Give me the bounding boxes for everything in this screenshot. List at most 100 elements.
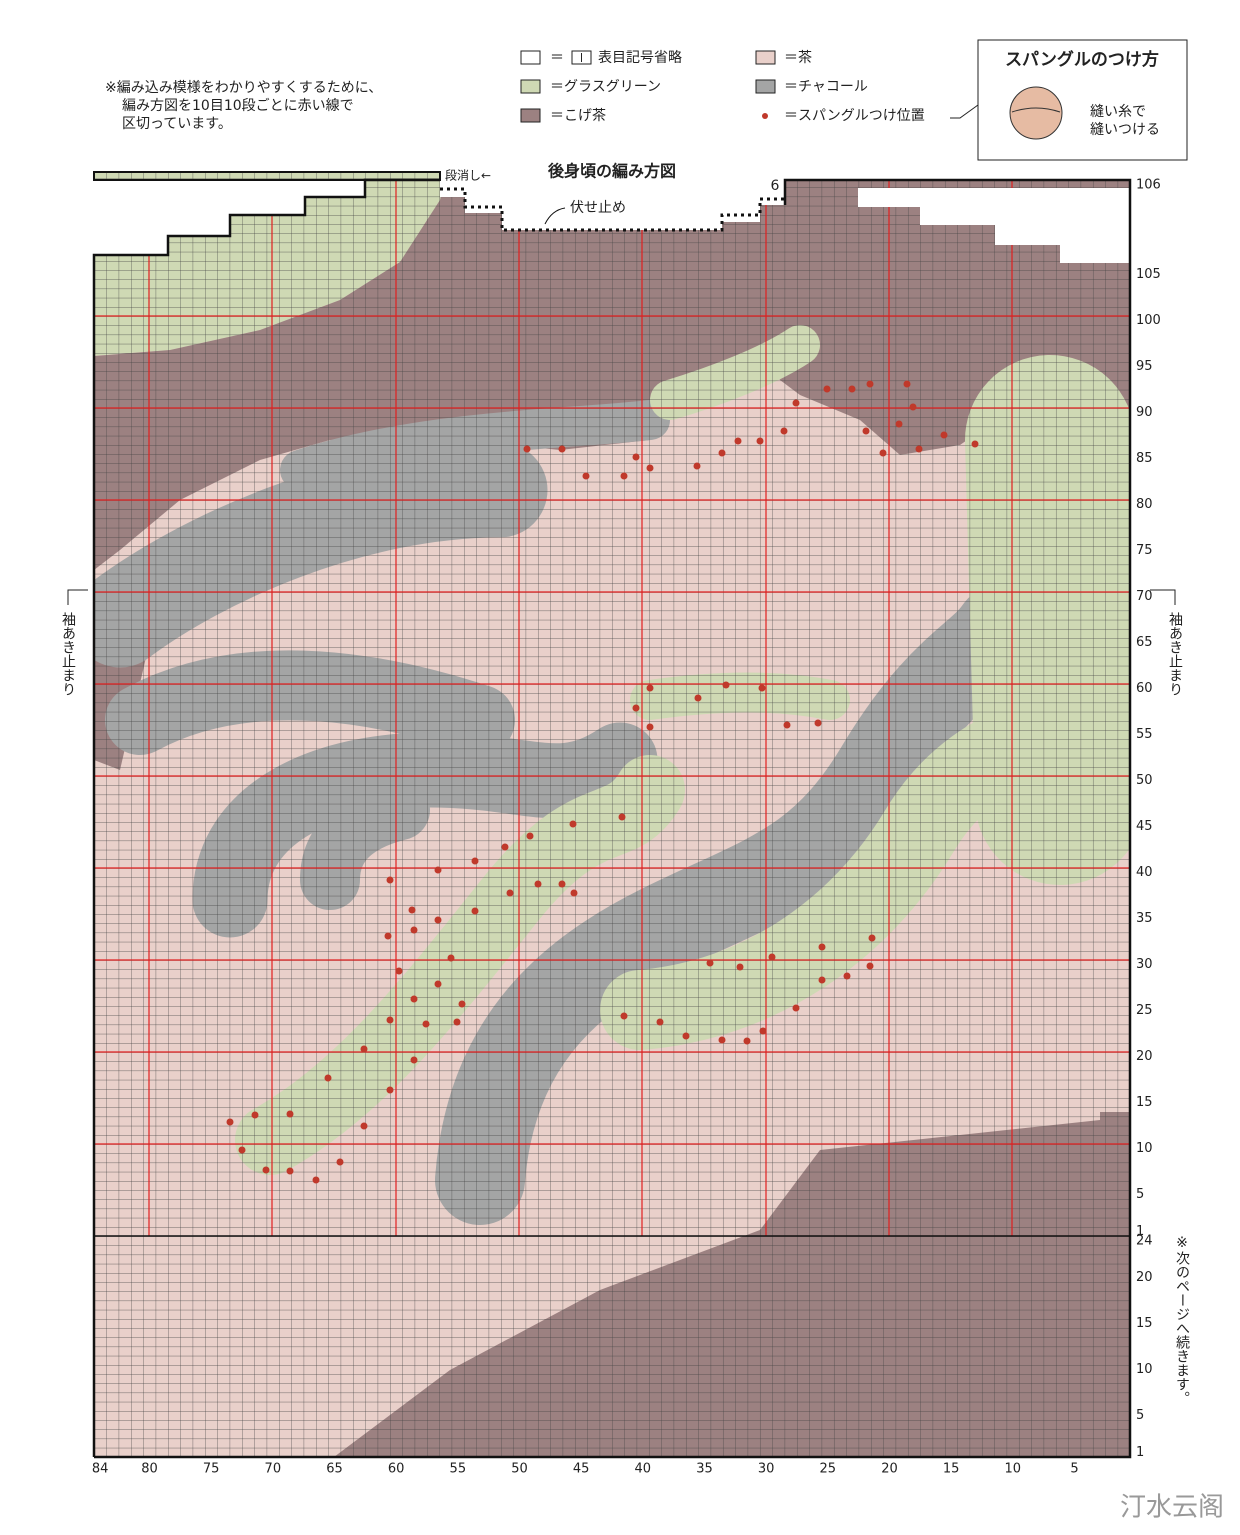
spangle-position (971, 440, 979, 448)
column-label: 5 (1070, 1462, 1078, 1477)
annotation: 6 (771, 178, 780, 194)
spangle-position (434, 866, 442, 874)
spangle-position (434, 916, 442, 924)
spangle-position (471, 907, 479, 915)
spangle-position (620, 1012, 628, 1020)
spangle-position (940, 431, 948, 439)
spangle-position (792, 1004, 800, 1012)
row-label: 75 (1136, 543, 1153, 558)
row-label: 30 (1136, 957, 1153, 972)
column-label: 20 (881, 1462, 898, 1477)
rib-row-label: 20 (1136, 1270, 1153, 1285)
spangle-position (534, 880, 542, 888)
legend-label: ＝スパングルつけ位置 (784, 108, 925, 124)
spangle-position (238, 1146, 246, 1154)
row-label: 55 (1136, 727, 1153, 742)
spangle-icon (1009, 86, 1063, 140)
spangle-position (523, 445, 531, 453)
spangle-position (646, 464, 654, 472)
spangle-position (823, 385, 831, 393)
column-label: 75 (203, 1462, 220, 1477)
spangle-position (843, 972, 851, 980)
spangle-position (447, 954, 455, 962)
rib-row-label: 5 (1136, 1408, 1144, 1423)
spangle-position (758, 684, 766, 692)
inset-text: 縫い糸で (1090, 104, 1146, 120)
column-label: 45 (573, 1462, 590, 1477)
spangle-position (570, 889, 578, 897)
spangle-position (759, 1027, 767, 1035)
spangle-position (410, 926, 418, 934)
rib-row-label: 1 (1136, 1445, 1144, 1460)
spangle-position (632, 453, 640, 461)
annotation: 伏せ止め (570, 200, 626, 216)
spangle-position (384, 932, 392, 940)
legend-swatch (520, 79, 541, 94)
spangle-position (410, 1056, 418, 1064)
inset-box (977, 39, 1188, 161)
spangle-position (646, 723, 654, 731)
column-label: 55 (450, 1462, 467, 1477)
spangle-position (251, 1111, 259, 1119)
spangle-position (434, 980, 442, 988)
spangle-position (395, 967, 403, 975)
spangle-position (915, 445, 923, 453)
spangle-position (718, 449, 726, 457)
spangle-position (848, 385, 856, 393)
spangle-position (768, 953, 776, 961)
row-label: 106 (1136, 178, 1161, 193)
spangle-position (360, 1045, 368, 1053)
spangle-position (422, 1020, 430, 1028)
spangle-position (903, 380, 911, 388)
legend-swatch (520, 108, 541, 123)
spangle-position (262, 1166, 270, 1174)
spangle-position (453, 1018, 461, 1026)
row-label: 1 (1136, 1224, 1144, 1239)
row-label: 25 (1136, 1003, 1153, 1018)
row-label: 40 (1136, 865, 1153, 880)
column-label: 25 (820, 1462, 837, 1477)
row-label: 10 (1136, 1141, 1153, 1156)
spangle-position (410, 995, 418, 1003)
spangle-position (471, 857, 479, 865)
spangle-position (618, 813, 626, 821)
legend-label: 表目記号省略 (598, 50, 682, 66)
column-label: 65 (326, 1462, 343, 1477)
spangle-position (386, 876, 394, 884)
spangle-position (408, 906, 416, 914)
spangle-position (226, 1118, 234, 1126)
spangle-position (780, 427, 788, 435)
spangle-position (646, 684, 654, 692)
spangle-position (336, 1158, 344, 1166)
rib-row-label: 24 (1136, 1233, 1153, 1248)
spangle-position (706, 959, 714, 967)
spangle-position (386, 1086, 394, 1094)
column-label: 84 (92, 1462, 109, 1477)
spangle-position (360, 1122, 368, 1130)
spangle-position (620, 472, 628, 480)
row-label: 95 (1136, 359, 1153, 374)
spangle-position (582, 472, 590, 480)
spangle-position (862, 427, 870, 435)
annotation: 段消し← (445, 168, 491, 183)
spangle-position (756, 437, 764, 445)
spangle-position (682, 1032, 690, 1040)
spangle-position (632, 704, 640, 712)
rib-row-label: 15 (1136, 1316, 1153, 1331)
spangle-position (286, 1167, 294, 1175)
column-label: 50 (511, 1462, 528, 1477)
rib-row-label: 10 (1136, 1362, 1153, 1377)
spangle-position (866, 380, 874, 388)
spangle-position (286, 1110, 294, 1118)
row-label: 5 (1136, 1187, 1144, 1202)
row-label: 65 (1136, 635, 1153, 650)
row-label: 35 (1136, 911, 1153, 926)
note: 区切っています。 (122, 116, 232, 132)
spangle-position (458, 1000, 466, 1008)
legend-label: ＝茶 (784, 49, 812, 66)
annotation: ※次のページへ続きます。 (1174, 1235, 1190, 1405)
chart-body (94, 172, 1130, 1457)
inset-text: 縫いつける (1090, 122, 1160, 138)
row-label: 80 (1136, 497, 1153, 512)
